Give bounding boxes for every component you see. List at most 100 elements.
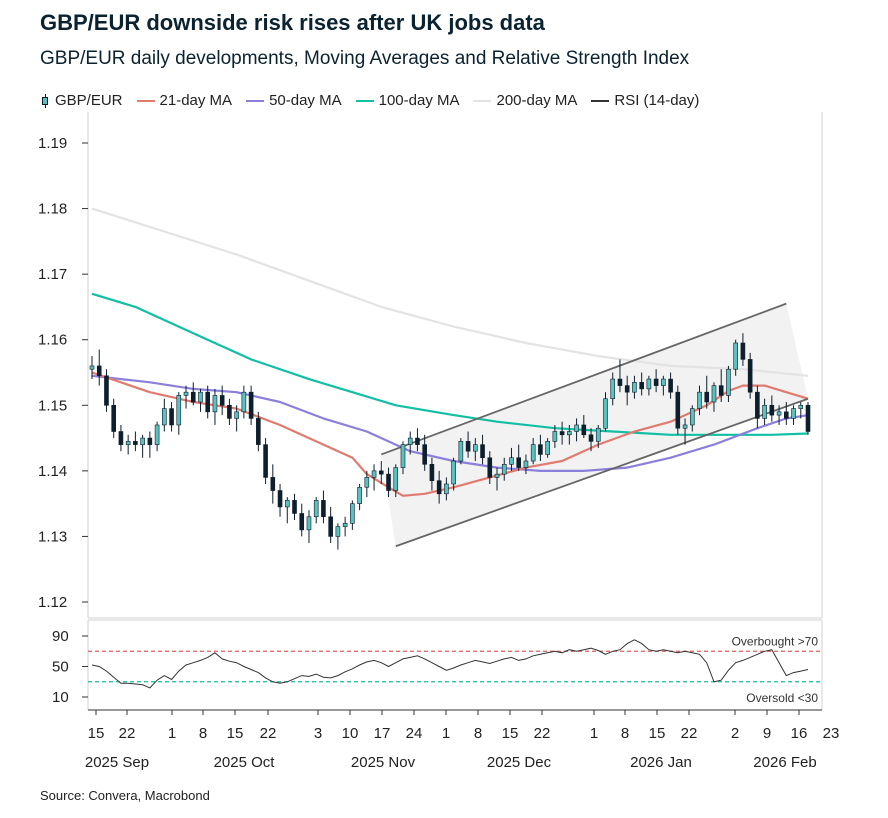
candle-body <box>183 391 189 396</box>
x-tick-label: 1 <box>442 725 450 742</box>
candle-body <box>668 378 673 393</box>
legend-item-rsi: RSI (14-day) <box>591 92 699 109</box>
candle-body <box>364 477 370 488</box>
candle-body <box>603 398 608 429</box>
candle-body <box>755 391 760 419</box>
x-tick-label: 23 <box>823 725 840 742</box>
channel-upper-line <box>380 302 787 456</box>
candle-body <box>256 418 261 445</box>
candle-body <box>436 480 442 495</box>
candle-body <box>480 444 485 459</box>
candle-body <box>277 490 283 508</box>
candle-body <box>212 395 218 413</box>
legend-item-ma200: 200-day MA <box>473 92 577 109</box>
candle-body <box>747 359 753 393</box>
candle-body <box>588 434 594 442</box>
candle-body <box>313 500 319 518</box>
ma21-line <box>91 371 809 497</box>
x-tick-label: 10 <box>342 725 359 742</box>
x-tick-label: 22 <box>534 725 551 742</box>
x-tick-label: 15 <box>502 725 519 742</box>
chart-subtitle: GBP/EUR daily developments, Moving Avera… <box>40 48 690 69</box>
x-tick-label: 8 <box>621 725 629 742</box>
candle-body <box>407 437 413 445</box>
candle-body <box>104 375 109 406</box>
candle-body <box>465 441 471 452</box>
candle-body <box>776 411 782 416</box>
legend-label: RSI (14-day) <box>614 92 700 109</box>
candle-body <box>639 382 644 390</box>
candle-body <box>328 516 333 537</box>
legend-line-swatch <box>591 99 610 102</box>
candle-body <box>791 408 796 419</box>
x-group-label: 2026 Feb <box>753 754 816 771</box>
candle-body <box>162 408 167 426</box>
chart-legend: GBP/EUR 21-day MA 50-day MA 100-day MA 2… <box>40 92 713 109</box>
x-tick-label: 1 <box>168 725 176 742</box>
rsi-y-tick-label: 90 <box>52 628 69 645</box>
legend-label: 200-day MA <box>496 92 578 109</box>
candle-body <box>176 395 182 426</box>
candle-body <box>241 391 247 413</box>
legend-line-swatch <box>473 99 492 102</box>
candle-body <box>198 391 203 403</box>
candle-body <box>487 457 493 478</box>
x-tick-label: 3 <box>314 725 322 742</box>
candle-body <box>234 411 239 419</box>
candle-body <box>581 424 587 436</box>
candle-body <box>357 486 362 504</box>
candle-body <box>762 404 767 419</box>
candle-body <box>704 391 710 403</box>
candle-body <box>386 473 391 491</box>
candle-body <box>342 523 348 527</box>
chart-source: Source: Convera, Macrobond <box>40 788 210 803</box>
candle-body <box>219 395 225 406</box>
legend-label: GBP/EUR <box>55 92 123 109</box>
candle-body <box>567 431 572 436</box>
candle-body <box>335 526 341 537</box>
candle-body <box>133 441 138 445</box>
candle-body <box>711 385 717 403</box>
x-group-label: 2026 Jan <box>630 754 692 771</box>
ma50-line <box>91 374 809 472</box>
x-tick-label: 22 <box>681 725 698 742</box>
candle-body <box>805 404 811 432</box>
candle-body <box>689 408 695 426</box>
candle-body <box>523 460 529 468</box>
candle-body <box>574 424 579 432</box>
candle-body <box>169 408 174 426</box>
candle-body <box>306 516 312 531</box>
legend-item-gbpeur: GBP/EUR <box>40 92 123 109</box>
rsi-y-tick-label: 50 <box>52 659 69 676</box>
legend-label: 50-day MA <box>269 92 342 109</box>
candle-body <box>595 427 601 442</box>
legend-label: 100-day MA <box>378 92 460 109</box>
candle-body <box>458 441 464 462</box>
x-tick-label: 8 <box>474 725 482 742</box>
x-tick-label: 2 <box>731 725 739 742</box>
y-tick-label: 1.19 <box>38 135 67 152</box>
rsi-line <box>91 639 809 689</box>
candle-body <box>784 411 789 419</box>
x-group-label: 2025 Sep <box>85 754 149 771</box>
legend-item-ma100: 100-day MA <box>355 92 460 109</box>
candle-body <box>292 500 297 514</box>
x-tick-label: 22 <box>260 725 277 742</box>
candle-body <box>125 441 131 445</box>
candle-body <box>552 431 558 442</box>
candle-body <box>632 382 637 393</box>
trend-channel-fill <box>381 303 808 547</box>
candle-body <box>205 391 211 413</box>
candle-body <box>530 444 536 462</box>
candle-body <box>516 457 522 468</box>
candle-body <box>545 441 550 455</box>
candle-body <box>682 424 688 429</box>
x-tick-label: 15 <box>88 725 105 742</box>
candle-body <box>111 404 116 432</box>
candle-body <box>415 437 420 445</box>
candle-body <box>740 342 746 360</box>
candle-body <box>284 500 290 508</box>
x-tick-label: 8 <box>199 725 207 742</box>
candle-body <box>451 460 456 485</box>
candle-body <box>299 513 305 531</box>
